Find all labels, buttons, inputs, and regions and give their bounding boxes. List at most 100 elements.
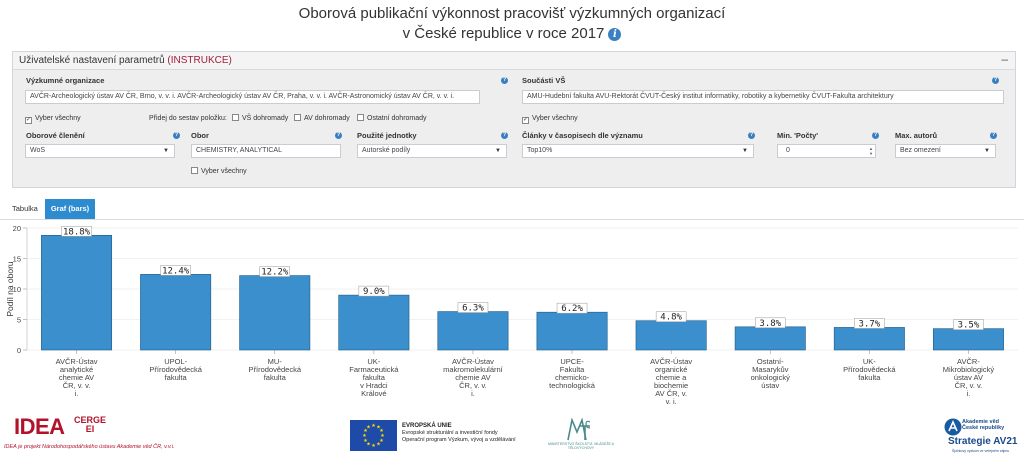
min-count-input[interactable]: 0 ▲ ▼ bbox=[777, 144, 876, 158]
checkbox-icon[interactable] bbox=[357, 114, 364, 121]
x-tick-label: Farmaceutická bbox=[349, 365, 399, 374]
articles-importance-help-icon[interactable]: ? bbox=[748, 132, 755, 139]
university-parts-label: Součásti VŠ bbox=[522, 76, 566, 85]
add-academy-checkbox[interactable]: AV dohromady bbox=[294, 114, 350, 123]
bar-value-label: 9.0% bbox=[363, 287, 385, 297]
add-universities-checkbox[interactable]: VŠ dohromady bbox=[232, 114, 288, 123]
svg-text:★: ★ bbox=[379, 428, 384, 434]
checkbox-icon[interactable] bbox=[191, 167, 198, 174]
articles-importance-select[interactable]: Top10% ▼ bbox=[522, 144, 754, 158]
x-tick-label: AVČR- bbox=[957, 357, 980, 366]
collapse-icon[interactable]: – bbox=[1001, 52, 1008, 66]
y-tick-label: 0 bbox=[17, 346, 21, 355]
units-used-select[interactable]: Autorské podíly ▼ bbox=[357, 144, 507, 158]
dropdown-caret-icon[interactable]: ▼ bbox=[742, 148, 748, 154]
settings-heading: Uživatelské nastavení parametrů bbox=[19, 55, 165, 66]
svg-text:★: ★ bbox=[376, 442, 381, 448]
bar-value-label: 3.7% bbox=[859, 319, 881, 329]
settings-panel: Uživatelské nastavení parametrů (INSTRUK… bbox=[12, 51, 1016, 188]
av21-logo bbox=[942, 417, 1022, 457]
checkbox-icon[interactable] bbox=[294, 114, 301, 121]
page-title-line1: Oborová publikační výkonnost pracovišť v… bbox=[298, 5, 726, 22]
bar bbox=[437, 311, 509, 351]
dropdown-caret-icon[interactable]: ▼ bbox=[495, 148, 501, 154]
x-tick-label: Přírodovědecká bbox=[248, 365, 301, 374]
x-tick-label: Ostatní- bbox=[757, 357, 784, 366]
university-parts-help-icon[interactable]: ? bbox=[992, 77, 999, 84]
university-parts-select-all[interactable]: ✓ Vyber všechny bbox=[522, 115, 578, 124]
bar bbox=[41, 235, 113, 351]
field-help-icon[interactable]: ? bbox=[335, 132, 342, 139]
x-tick-label: i. bbox=[75, 389, 79, 398]
idea-cerge-logo: IDEA CERGE EI bbox=[14, 414, 134, 446]
svg-text:★: ★ bbox=[376, 425, 381, 431]
settings-panel-header[interactable]: Uživatelské nastavení parametrů (INSTRUK… bbox=[13, 52, 1015, 70]
checkbox-checked-icon[interactable]: ✓ bbox=[522, 117, 529, 124]
x-tick-label: chemie a bbox=[656, 373, 687, 382]
x-tick-label: ústav AV bbox=[954, 373, 983, 382]
instructions-link[interactable]: (INSTRUKCE) bbox=[167, 55, 232, 66]
x-tick-label: UPCE- bbox=[560, 357, 584, 366]
av-name-text: Akademie věd České republiky bbox=[962, 419, 1005, 431]
page-title: Oborová publikační výkonnost pracovišť v… bbox=[0, 4, 1024, 44]
x-tick-label: UK- bbox=[367, 357, 380, 366]
bar-value-label-box bbox=[655, 311, 687, 322]
tab-chart-bars[interactable]: Graf (bars) bbox=[45, 199, 95, 219]
university-parts-select[interactable]: AMU-Hudební fakulta AVU-Rektorát ČVUT-Če… bbox=[522, 90, 1004, 104]
checkbox-checked-icon[interactable]: ✓ bbox=[25, 117, 32, 124]
x-tick-label: fakulta bbox=[363, 373, 386, 382]
msmt-text: MINISTERSTVO ŠKOLSTVÍ, MLÁDEŽE A TĚLOVÝC… bbox=[548, 442, 614, 450]
field-division-select[interactable]: WoS ▼ bbox=[25, 144, 175, 158]
research-org-select-all[interactable]: ✓ Vyber všechny bbox=[25, 115, 81, 124]
x-tick-label: Přírodovědecká bbox=[843, 365, 896, 374]
research-org-select[interactable]: AVČR-Archeologický ústav AV ČR, Brno, v.… bbox=[25, 90, 480, 104]
cerge-logo-text: CERGE bbox=[74, 415, 107, 425]
research-org-help-icon[interactable]: ? bbox=[501, 77, 508, 84]
max-authors-select[interactable]: Bez omezení ▼ bbox=[895, 144, 996, 158]
idea-tagline: IDEA je projekt Národohospodářského ústa… bbox=[4, 444, 175, 450]
x-tick-label: AVČR-Ústav bbox=[452, 357, 494, 366]
x-tick-label: chemicko- bbox=[555, 373, 590, 382]
articles-importance-label: Články v časopisech dle významu bbox=[522, 131, 643, 140]
spinner-icon[interactable]: ▲ ▼ bbox=[869, 146, 873, 156]
bar bbox=[140, 274, 212, 351]
y-tick-label: 5 bbox=[17, 316, 21, 325]
x-tick-label: organické bbox=[655, 365, 688, 374]
x-tick-label: v. i. bbox=[666, 397, 677, 406]
x-tick-label: onkologický bbox=[751, 373, 790, 382]
bar-value-label: 6.2% bbox=[561, 304, 583, 314]
bar-value-label-box bbox=[259, 266, 290, 277]
x-tick-label: fakulta bbox=[165, 373, 188, 382]
bar-value-label: 4.8% bbox=[660, 313, 682, 323]
svg-text:★: ★ bbox=[366, 425, 371, 431]
x-tick-label: Masarykův bbox=[752, 365, 789, 374]
eu-funding-text: EVROPSKÁ UNIE Evropské strukturální a in… bbox=[402, 423, 516, 443]
bar bbox=[239, 275, 311, 351]
svg-text:★: ★ bbox=[379, 438, 384, 444]
bar-value-label-box bbox=[61, 226, 92, 237]
max-authors-help-icon[interactable]: ? bbox=[990, 132, 997, 139]
x-tick-label: biochemie bbox=[654, 381, 688, 390]
idea-logo-word: IDEA bbox=[14, 414, 65, 439]
add-other-checkbox[interactable]: Ostatní dohromady bbox=[357, 114, 427, 123]
units-used-help-icon[interactable]: ? bbox=[501, 132, 508, 139]
field-select-all[interactable]: Vyber všechny bbox=[191, 167, 247, 176]
dropdown-caret-icon[interactable]: ▼ bbox=[984, 148, 990, 154]
x-tick-label: chemie AV bbox=[455, 373, 490, 382]
x-tick-label: technologická bbox=[549, 381, 596, 390]
x-tick-label: Mikrobiologický bbox=[943, 365, 995, 374]
min-count-help-icon[interactable]: ? bbox=[872, 132, 879, 139]
bar bbox=[536, 311, 608, 351]
checkbox-icon[interactable] bbox=[232, 114, 239, 121]
av21-strategy-text: Strategie AV21 bbox=[948, 436, 1018, 447]
field-division-help-icon[interactable]: ? bbox=[173, 132, 180, 139]
bar-value-label: 12.4% bbox=[162, 266, 190, 276]
bar-value-label: 18.8% bbox=[63, 227, 91, 237]
dropdown-caret-icon[interactable]: ▼ bbox=[163, 148, 169, 154]
field-select[interactable]: CHEMISTRY, ANALYTICAL bbox=[191, 144, 341, 158]
bar-value-label: 3.5% bbox=[958, 321, 980, 331]
info-icon[interactable]: i bbox=[608, 28, 622, 41]
bar-value-label-box bbox=[160, 265, 191, 276]
tab-table[interactable]: Tabulka bbox=[4, 199, 44, 219]
